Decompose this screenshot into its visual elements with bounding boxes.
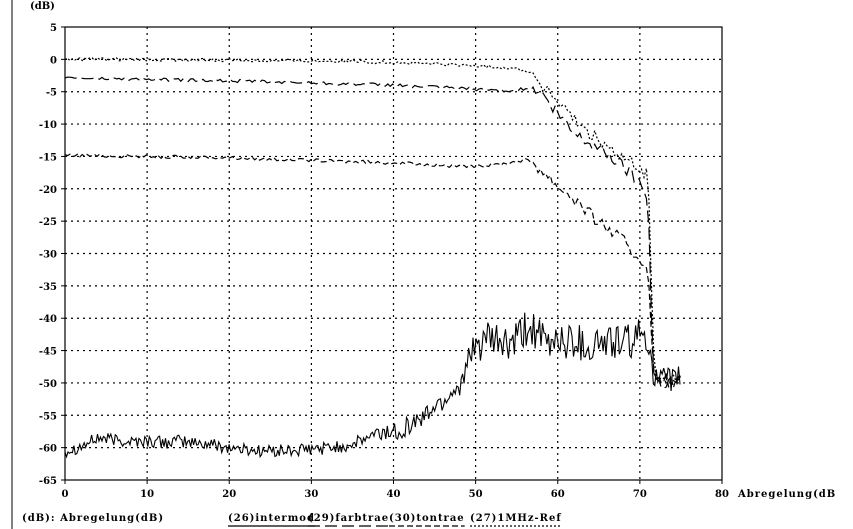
x-tick-label: 50 [469,489,483,500]
x-tick-label: 10 [140,489,154,500]
legend-label: (27)1MHz-Ref [470,513,562,524]
x-axis-label: Abregelung(dB [737,489,836,500]
legend-label: (29)farbtrae [308,513,389,524]
y-tick-label: -55 [39,411,57,422]
legend-axis-label: (dB): Abregelung(dB) [22,513,164,524]
y-axis-label: (dB) [30,1,55,12]
legend-label: (26)intermod [228,513,315,524]
x-tick-label: 40 [387,489,401,500]
x-tick-label: 80 [715,489,729,500]
legend-label: (30)tontrae [389,513,465,524]
y-tick-label: 0 [50,55,57,66]
legend: (26)intermod(29)farbtrae (30)tontrae (27)1… [228,513,562,527]
axis-tick-labels: 0 10 20 30 40 50 60 70 8050-5-10-15-20-25-30-35-… [39,23,729,500]
x-tick-label: 60 [551,489,565,500]
y-tick-label: -50 [39,379,57,390]
y-tick-label: 5 [50,23,57,34]
y-tick-label: -30 [39,250,57,261]
gridlines [65,27,722,480]
series-line-1 [64,312,681,459]
y-tick-label: -10 [39,120,57,131]
x-tick-label: 0 [62,489,69,500]
series-line-3 [64,153,682,390]
y-tick-label: -60 [39,444,57,455]
x-tick-label: 70 [633,489,647,500]
y-tick-label: -35 [39,282,57,293]
series-line-4 [64,57,682,384]
plot-area-frame [64,26,723,481]
y-tick-label: -65 [39,476,57,487]
data-series [64,57,682,459]
y-tick-label: -40 [39,314,57,325]
y-tick-label: -5 [46,88,57,99]
y-tick-label: -20 [39,185,57,196]
y-tick-label: -15 [39,152,57,163]
x-tick-label: 20 [222,489,236,500]
y-tick-label: -45 [39,347,57,358]
x-tick-label: 30 [304,489,318,500]
y-tick-label: -25 [39,217,57,228]
series-line-2 [64,76,682,389]
